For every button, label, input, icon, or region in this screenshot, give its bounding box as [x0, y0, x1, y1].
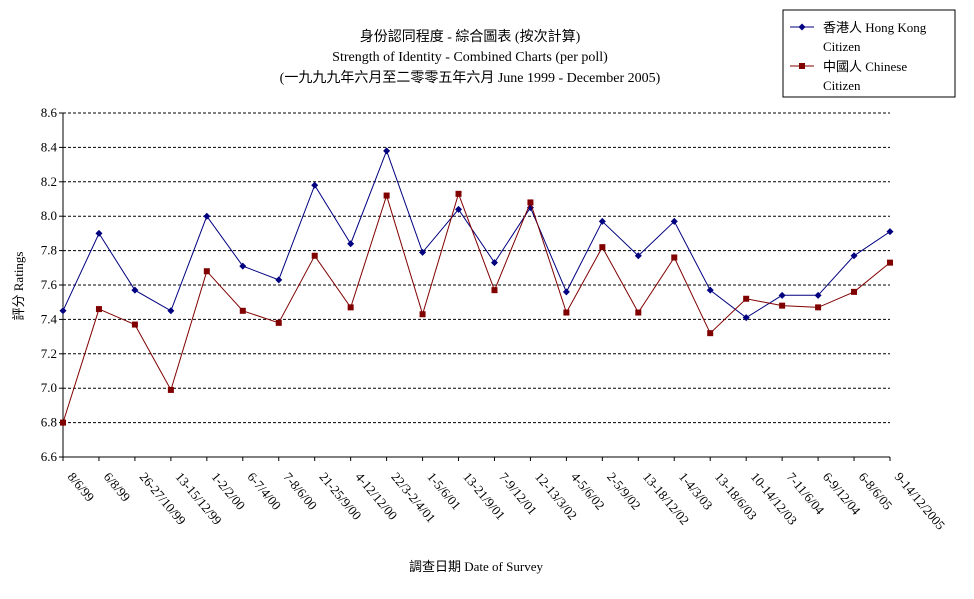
data-point-hong-kong — [742, 314, 750, 322]
chart-subtitle: Strength of Identity - Combined Charts (… — [332, 50, 608, 65]
legend-box — [782, 9, 956, 98]
data-point-chinese — [599, 244, 606, 251]
data-point-chinese — [311, 252, 318, 259]
data-point-chinese — [563, 309, 570, 316]
data-point-hong-kong — [311, 181, 319, 189]
data-point-hong-kong — [455, 205, 463, 213]
data-point-chinese — [383, 192, 390, 199]
y-tick-label: 7.0 — [41, 380, 57, 395]
legend-cn-label: 中國人 Chinese — [823, 59, 907, 74]
data-point-hong-kong — [814, 291, 822, 299]
series-line-hong-kong-citizen — [62, 149, 891, 319]
data-point-chinese — [60, 419, 66, 426]
legend: 香港人 Hong Kong Citizen 中國人 Chinese Citize… — [782, 9, 956, 98]
legend-hk-label-2: Citizen — [823, 39, 861, 54]
data-point-chinese — [707, 330, 714, 337]
plot-area: 6.66.87.07.27.47.67.88.08.28.48.68/6/99 6… — [41, 105, 948, 533]
legend-cn-marker — [799, 63, 805, 69]
data-point-hong-kong — [490, 259, 498, 267]
x-tick-label: 6/8/99 — [101, 469, 134, 504]
x-tick-label: 2-5/9/02 — [604, 469, 644, 512]
data-point-hong-kong — [886, 228, 894, 236]
data-point-chinese — [851, 288, 858, 295]
x-tick-label: 9-14/12/2005 — [892, 469, 949, 532]
data-point-chinese — [167, 386, 174, 393]
data-point-chinese — [671, 254, 678, 261]
data-point-chinese — [743, 295, 750, 302]
data-point-chinese — [887, 259, 893, 266]
data-point-chinese — [491, 287, 498, 294]
y-tick-label: 8.2 — [41, 174, 57, 189]
legend-hk-marker — [798, 23, 806, 31]
legend-cn-label-2: Citizen — [823, 78, 861, 93]
data-point-hong-kong — [239, 262, 247, 270]
y-tick-label: 8.4 — [41, 139, 58, 154]
data-point-hong-kong — [706, 286, 714, 294]
data-point-hong-kong — [778, 291, 786, 299]
data-point-hong-kong — [59, 307, 67, 315]
y-tick-label: 6.8 — [41, 415, 57, 430]
data-point-hong-kong — [167, 307, 175, 315]
x-tick-label: 6-7/4/00 — [244, 469, 284, 512]
data-point-chinese — [779, 302, 786, 309]
data-point-chinese — [635, 309, 642, 316]
data-point-chinese — [455, 190, 462, 197]
y-tick-label: 8.0 — [41, 208, 57, 223]
data-point-hong-kong — [383, 147, 391, 155]
x-axis-label: 調查日期 Date of Survey — [409, 559, 543, 574]
data-point-chinese — [815, 304, 822, 311]
data-point-chinese — [95, 306, 102, 313]
data-point-hong-kong — [670, 217, 678, 225]
data-point-chinese — [419, 311, 426, 318]
data-point-hong-kong — [562, 288, 570, 296]
data-point-hong-kong — [203, 212, 211, 220]
y-tick-label: 7.2 — [41, 346, 57, 361]
legend-hk-label: 香港人 Hong Kong — [823, 20, 927, 35]
data-point-chinese — [131, 321, 138, 328]
y-tick-label: 8.6 — [41, 105, 58, 120]
y-tick-label: 6.6 — [41, 449, 58, 464]
data-point-chinese — [275, 319, 282, 326]
data-point-hong-kong — [598, 217, 606, 225]
data-point-hong-kong — [634, 252, 642, 260]
data-point-chinese — [347, 304, 354, 311]
data-point-hong-kong — [131, 286, 139, 294]
x-tick-label: 8/6/99 — [65, 469, 98, 504]
data-point-chinese — [527, 199, 534, 206]
data-point-hong-kong — [95, 229, 103, 237]
data-point-hong-kong — [419, 248, 427, 256]
y-tick-label: 7.6 — [41, 277, 58, 292]
data-point-hong-kong — [275, 276, 283, 284]
chart-title: 身份認同程度 - 綜合圖表 (按次計算) — [360, 29, 581, 45]
y-tick-label: 7.4 — [41, 311, 58, 326]
chart-date-range: (一九九九年六月至二零零五年六月 June 1999 - December 20… — [280, 70, 661, 86]
data-point-chinese — [203, 268, 210, 275]
y-axis-label: 評分 Ratings — [11, 252, 26, 321]
data-point-hong-kong — [347, 240, 355, 248]
y-tick-label: 7.8 — [41, 243, 57, 258]
data-point-chinese — [239, 307, 246, 314]
x-tick-label: 7-8/6/00 — [280, 469, 320, 512]
series-line-chinese-citizen — [62, 192, 891, 423]
data-point-hong-kong — [850, 252, 858, 260]
